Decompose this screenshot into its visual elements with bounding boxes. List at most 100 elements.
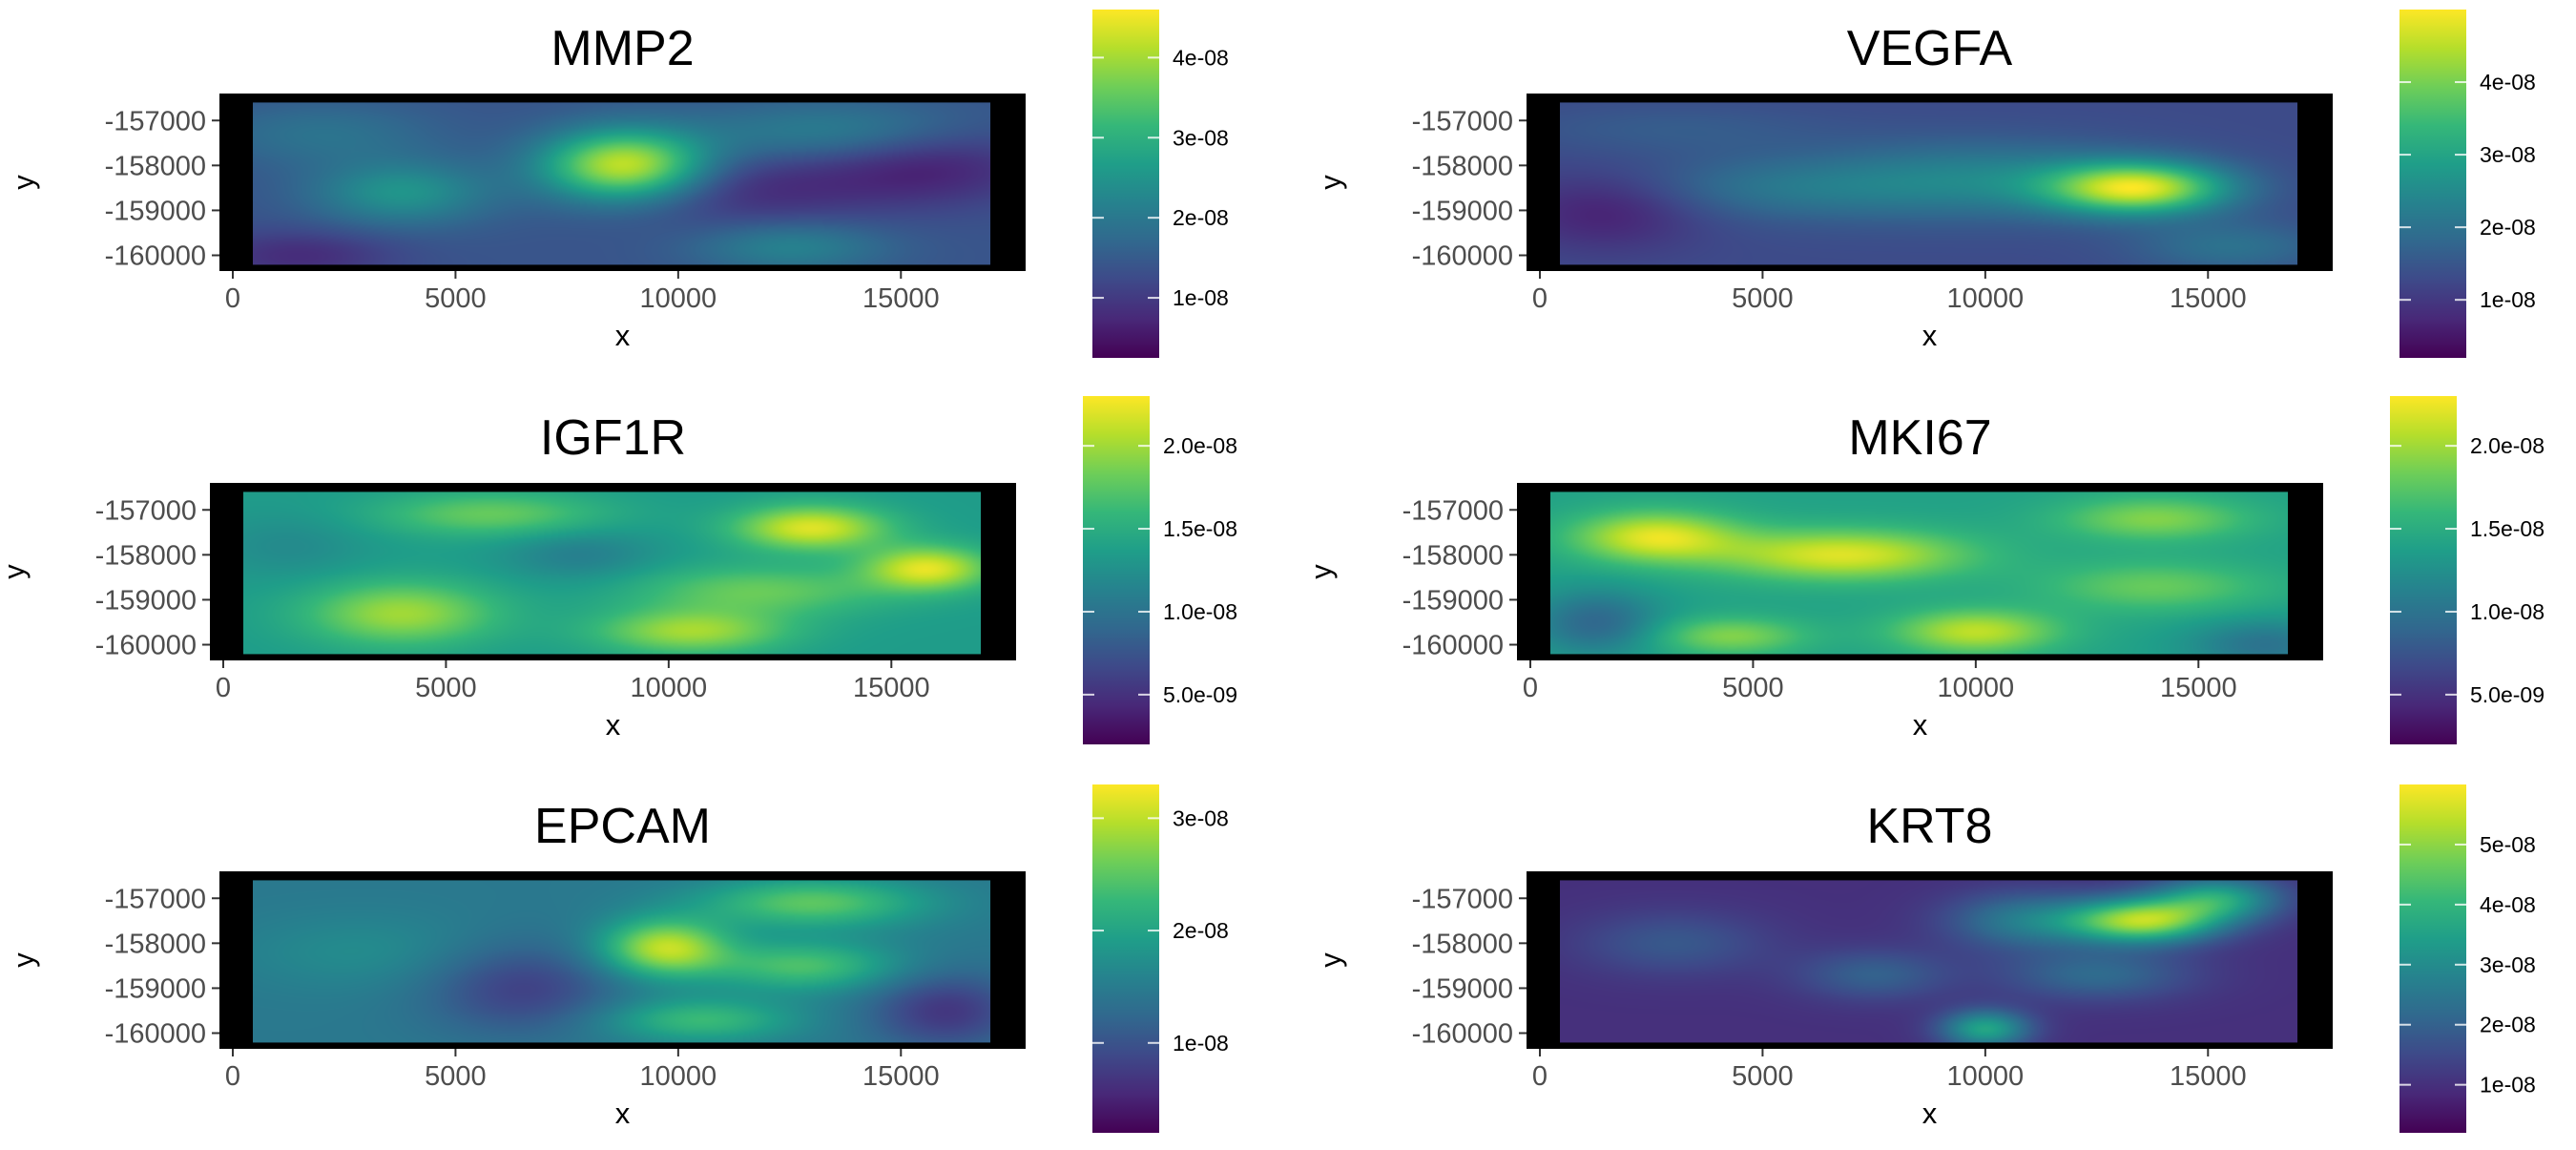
colorbar-tick-label: 2.0e-08 (1163, 433, 1237, 458)
heatmap-raster (243, 491, 982, 655)
panel-title: EPCAM (534, 799, 711, 854)
x-tick-label: 10000 (1947, 283, 2025, 314)
x-tick-label: 0 (216, 673, 231, 703)
colorbar-tick-label: 1e-08 (1173, 1031, 1229, 1056)
x-tick-label: 0 (1532, 283, 1548, 314)
heatmap-raster (253, 102, 991, 265)
x-tick-label: 0 (225, 1061, 240, 1092)
y-tick-label: -160000 (1412, 1019, 1513, 1050)
y-tick-label: -160000 (105, 241, 206, 272)
x-tick-label: 0 (1523, 673, 1538, 703)
y-axis-label: y (1304, 564, 1338, 579)
heatmap-raster (1550, 491, 2289, 655)
x-tick-label: 5000 (1732, 283, 1794, 314)
colorbar-tick-label: 1.5e-08 (1163, 516, 1237, 541)
x-axis-label: x (1922, 1097, 1938, 1130)
x-tick-label: 5000 (425, 1061, 487, 1092)
y-tick-label: -158000 (1402, 540, 1504, 571)
x-tick-label: 0 (225, 283, 240, 314)
x-tick-label: 15000 (2170, 1061, 2247, 1092)
heatmap-raster (1560, 102, 2298, 265)
colorbar-tick-label: 2e-08 (1173, 205, 1229, 230)
panel-title: KRT8 (1867, 799, 1993, 854)
colorbar-tick-label: 5e-08 (2480, 832, 2536, 857)
heatmap-raster (253, 880, 991, 1043)
panel-title: VEGFA (1847, 21, 2013, 76)
colorbar-tick-label: 2.0e-08 (2470, 433, 2545, 458)
x-tick-label: 15000 (2170, 283, 2247, 314)
y-axis-label: y (1314, 952, 1347, 968)
colorbar-tick-label: 4e-08 (2480, 892, 2536, 917)
colorbar (2399, 784, 2466, 1133)
x-tick-label: 10000 (1947, 1061, 2025, 1092)
x-tick-label: 5000 (425, 283, 487, 314)
colorbar (2399, 10, 2466, 358)
heatmap-raster (1560, 880, 2298, 1043)
y-tick-label: -157000 (95, 495, 197, 526)
panel-title: MMP2 (551, 21, 694, 76)
y-axis-label: y (7, 952, 40, 968)
x-tick-label: 5000 (1722, 673, 1784, 703)
x-tick-label: 10000 (640, 283, 717, 314)
panel-title: MKI67 (1848, 410, 1991, 466)
colorbar-tick-label: 3e-08 (1173, 125, 1229, 150)
colorbar-tick-label: 3e-08 (2480, 142, 2536, 167)
panel-epcam: EPCAM 0 5000 10000 15000 x -157000 -158000 -1590… (7, 784, 1229, 1133)
y-tick-label: -160000 (95, 631, 197, 661)
y-tick-label: -159000 (1412, 973, 1513, 1004)
x-tick-label: 5000 (415, 673, 477, 703)
panel-mki67: MKI67 0 5000 10000 15000 x -157000 -158000 -1590… (1304, 396, 2545, 744)
colorbar-tick-label: 5.0e-09 (2470, 682, 2545, 707)
y-tick-label: -159000 (105, 973, 206, 1004)
colorbar (1092, 784, 1159, 1133)
colorbar-tick-label: 2e-08 (1173, 918, 1229, 943)
x-axis-label: x (615, 319, 631, 352)
x-tick-label: 5000 (1732, 1061, 1794, 1092)
y-tick-label: -157000 (1412, 106, 1513, 136)
y-tick-label: -159000 (1412, 196, 1513, 226)
y-tick-label: -159000 (1402, 585, 1504, 616)
colorbar-tick-label: 4e-08 (1173, 45, 1229, 70)
panel-igf1r: IGF1R 0 5000 10000 15000 x -157000 -158000 -1590… (0, 396, 1237, 744)
y-tick-label: -158000 (105, 151, 206, 181)
colorbar-tick-label: 1.0e-08 (2470, 599, 2545, 624)
y-tick-label: -157000 (105, 106, 206, 136)
colorbar-tick-label: 2e-08 (2480, 215, 2536, 240)
colorbar-tick-label: 5.0e-09 (1163, 682, 1237, 707)
y-tick-label: -160000 (1412, 241, 1513, 272)
panel-mmp2: MMP2 0 5000 10000 15000 x -157000 -158000 -15900… (7, 10, 1229, 358)
y-tick-label: -158000 (1412, 929, 1513, 959)
x-tick-label: 10000 (1938, 673, 2015, 703)
x-tick-label: 15000 (862, 1061, 940, 1092)
x-axis-label: x (606, 708, 621, 742)
y-tick-label: -159000 (95, 585, 197, 616)
x-tick-label: 15000 (2160, 673, 2237, 703)
colorbar-tick-label: 3e-08 (1173, 805, 1229, 830)
colorbar-tick-label: 4e-08 (2480, 70, 2536, 94)
x-tick-label: 15000 (853, 673, 930, 703)
y-axis-label: y (7, 175, 40, 190)
x-tick-label: 0 (1532, 1061, 1548, 1092)
colorbar-tick-label: 1e-08 (1173, 285, 1229, 310)
x-axis-label: x (1913, 708, 1928, 742)
y-axis-label: y (1314, 175, 1347, 190)
x-tick-label: 10000 (640, 1061, 717, 1092)
colorbar-tick-label: 1.5e-08 (2470, 516, 2545, 541)
x-axis-label: x (1922, 319, 1938, 352)
y-axis-label: y (0, 564, 31, 579)
y-tick-label: -158000 (105, 929, 206, 959)
colorbar-tick-label: 2e-08 (2480, 1013, 2536, 1037)
colorbar-tick-label: 1e-08 (2480, 287, 2536, 312)
colorbar-tick-label: 1e-08 (2480, 1073, 2536, 1098)
panel-title: IGF1R (540, 410, 686, 466)
y-tick-label: -158000 (95, 540, 197, 571)
colorbar (1083, 396, 1150, 744)
colorbar-tick-label: 3e-08 (2480, 952, 2536, 977)
y-tick-label: -160000 (105, 1019, 206, 1050)
x-tick-label: 10000 (631, 673, 708, 703)
colorbar (1092, 10, 1159, 358)
y-tick-label: -160000 (1402, 631, 1504, 661)
panel-krt8: KRT8 0 5000 10000 15000 x -157000 -158000 -15900… (1314, 784, 2536, 1133)
